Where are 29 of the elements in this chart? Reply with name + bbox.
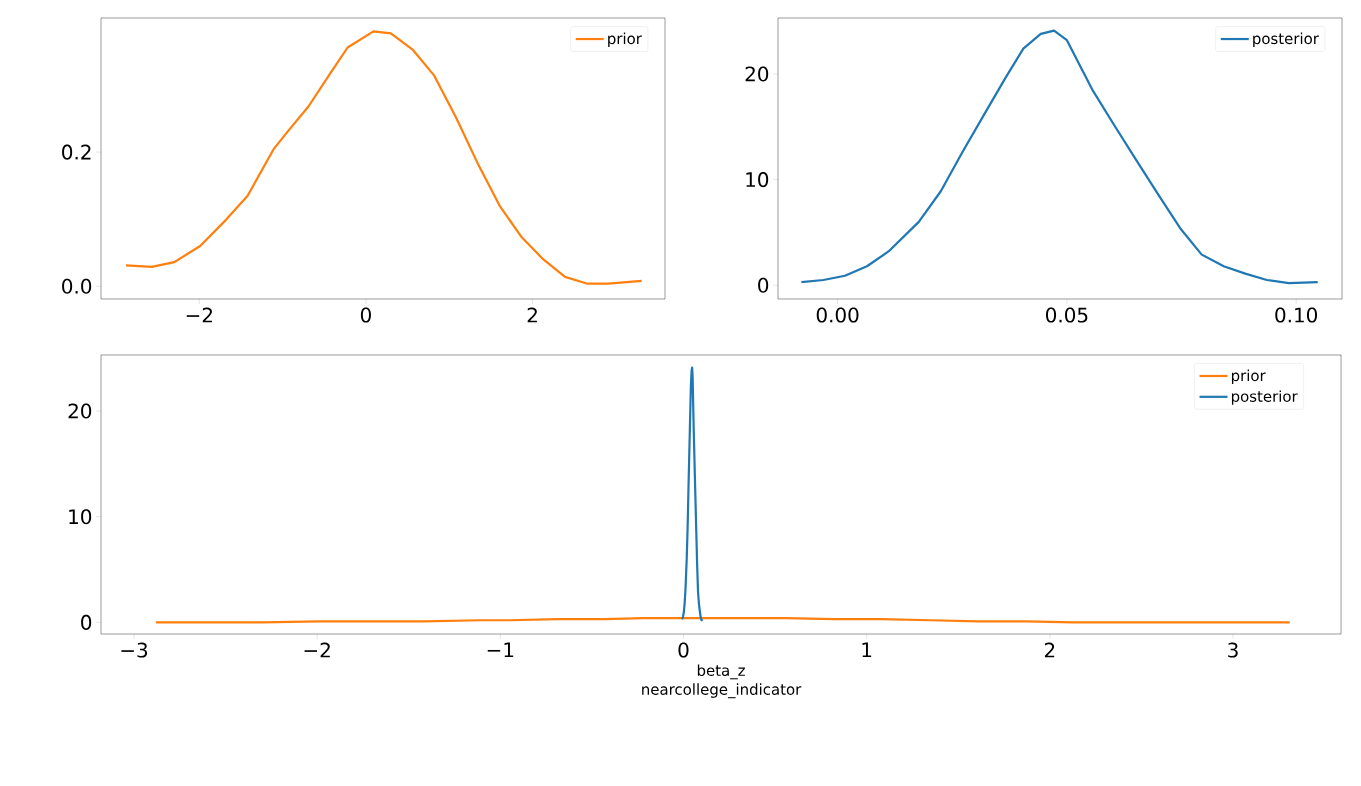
legend-label: prior — [1231, 369, 1266, 385]
x-tick-label: 0.00 — [816, 307, 859, 323]
legend-label: posterior — [1253, 32, 1319, 48]
x-tick-label: 2 — [1044, 642, 1055, 658]
x-tick-label: −2 — [186, 307, 212, 323]
y-tick-label: 0 — [81, 614, 92, 630]
y-tick-label: 20 — [68, 403, 92, 419]
x-tick-label: 1 — [862, 642, 872, 658]
x-tick-label: 2 — [527, 307, 537, 323]
x-tick-label: 0.05 — [1046, 307, 1088, 323]
x-tick-label: −3 — [121, 642, 148, 658]
y-tick-label: 20 — [745, 66, 769, 82]
line-series — [800, 29, 1319, 285]
y-tick-label: 10 — [746, 172, 769, 188]
x-tick-label: 0 — [678, 642, 689, 658]
y-tick-label: 0.0 — [62, 278, 92, 294]
line-series — [680, 366, 704, 622]
x-tick-label: 0.10 — [1275, 307, 1318, 323]
x-tick-label: −2 — [304, 642, 330, 658]
legend-label: prior — [608, 32, 642, 48]
line-series — [124, 30, 643, 285]
y-tick-label: 10 — [69, 509, 92, 525]
y-tick-label: 0.2 — [62, 144, 91, 160]
x-axis-title: beta_z nearcollege_indicator — [642, 664, 802, 699]
x-tick-label: 0 — [360, 307, 371, 323]
legend-label: posterior — [1231, 390, 1298, 405]
y-tick-label: 0 — [758, 277, 769, 293]
x-tick-label: 3 — [1228, 642, 1238, 658]
x-tick-label: −1 — [487, 642, 514, 658]
